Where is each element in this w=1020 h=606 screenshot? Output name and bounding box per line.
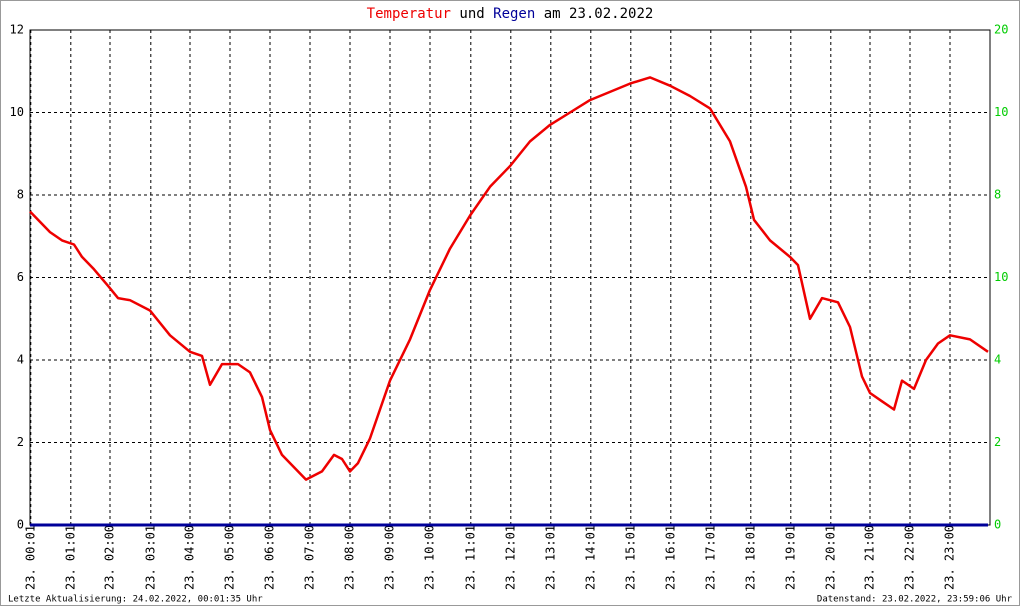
x-tick-label: 23. 02:00 <box>103 525 117 590</box>
x-tick-label: 23. 00:01 <box>23 525 37 590</box>
y-tick-label: 10 <box>10 105 24 119</box>
x-tick-label: 23. 17:01 <box>703 525 717 590</box>
x-tick-label: 23. 05:00 <box>223 525 237 590</box>
x-tick-label: 23. 16:01 <box>663 525 677 590</box>
y-tick-label: 0 <box>17 518 24 532</box>
y2-tick-label: 0 <box>994 518 1001 532</box>
y2-tick-label: 4 <box>994 353 1001 367</box>
title-part: am 23.02.2022 <box>544 6 654 22</box>
y-tick-label: 2 <box>17 435 24 449</box>
x-tick-label: 23. 19:01 <box>783 525 797 590</box>
footer-right: Datenstand: 23.02.2022, 23:59:06 Uhr <box>817 595 1013 605</box>
y-tick-label: 8 <box>17 188 24 202</box>
y2-tick-label: 10 <box>994 105 1008 119</box>
footer-left: Letzte Aktualisierung: 24.02.2022, 00:01… <box>8 595 263 605</box>
y2-tick-label: 8 <box>994 188 1001 202</box>
x-tick-label: 23. 11:01 <box>463 525 477 590</box>
title-part: Regen <box>493 6 535 22</box>
x-tick-label: 23. 09:00 <box>383 525 397 590</box>
x-tick-label: 23. 06:00 <box>263 525 277 590</box>
x-tick-label: 23. 04:00 <box>183 525 197 590</box>
x-tick-label: 23. 22:00 <box>903 525 917 590</box>
x-tick-label: 23. 08:00 <box>343 525 357 590</box>
x-tick-label: 23. 14:01 <box>583 525 597 590</box>
x-tick-label: 23. 21:00 <box>863 525 877 590</box>
y-tick-label: 12 <box>10 23 24 37</box>
x-tick-label: 23. 01:01 <box>63 525 77 590</box>
title-part: Temperatur <box>367 6 451 22</box>
data-line <box>29 76 989 481</box>
x-tick-label: 23. 23:00 <box>943 525 957 590</box>
y2-tick-label: 10 <box>994 270 1008 284</box>
title-part: und <box>459 6 484 22</box>
y2-tick-label: 20 <box>994 23 1008 37</box>
x-tick-label: 23. 03:01 <box>143 525 157 590</box>
x-tick-label: 23. 20:01 <box>823 525 837 590</box>
x-tick-label: 23. 13:01 <box>543 525 557 590</box>
x-tick-label: 23. 15:01 <box>623 525 637 590</box>
chart-title: Temperatur und Regen am 23.02.2022 <box>367 6 654 22</box>
y-tick-label: 6 <box>17 270 24 284</box>
y2-tick-label: 2 <box>994 435 1001 449</box>
y-tick-label: 4 <box>17 353 24 367</box>
x-tick-label: 23. 10:00 <box>423 525 437 590</box>
x-tick-label: 23. 18:01 <box>743 525 757 590</box>
x-tick-label: 23. 07:00 <box>303 525 317 590</box>
x-tick-label: 23. 12:01 <box>503 525 517 590</box>
